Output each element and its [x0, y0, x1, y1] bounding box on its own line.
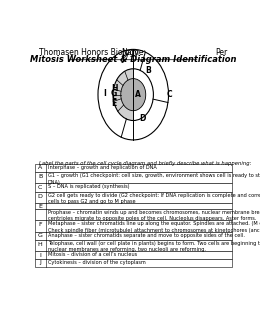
Bar — [35, 259, 232, 267]
Text: Thomasen Honors Biology: Thomasen Honors Biology — [38, 48, 138, 57]
Text: J: J — [39, 260, 41, 265]
Bar — [35, 203, 232, 209]
Text: Label the parts of the cell cycle diagram and briefly describe what is happening: Label the parts of the cell cycle diagra… — [38, 161, 251, 166]
Text: H: H — [38, 242, 43, 247]
Text: E: E — [38, 204, 42, 209]
Bar — [35, 172, 232, 183]
Text: Telophase, cell wall (or cell plate in plants) begins to form. Two cells are beg: Telophase, cell wall (or cell plate in p… — [48, 241, 260, 252]
Bar — [35, 192, 232, 203]
Text: G: G — [111, 89, 117, 98]
Bar — [35, 240, 232, 251]
Text: Metaphase – sister chromatids line up along the equator. Spindles are attached. : Metaphase – sister chromatids line up al… — [48, 221, 260, 233]
Text: G: G — [38, 233, 43, 238]
Text: C: C — [166, 90, 172, 99]
Text: B: B — [38, 174, 42, 179]
Text: S – DNA is replicated (synthesis): S – DNA is replicated (synthesis) — [48, 184, 129, 190]
Bar — [35, 220, 232, 232]
Wedge shape — [113, 69, 133, 121]
Text: D: D — [139, 114, 146, 123]
Text: H: H — [111, 84, 117, 93]
Text: Interphase – growth and replication of DNA: Interphase – growth and replication of D… — [48, 165, 156, 170]
Bar — [35, 209, 232, 220]
Text: Per: Per — [216, 48, 228, 57]
Text: I: I — [39, 253, 41, 258]
Text: E: E — [112, 99, 117, 109]
Text: Mitosis Worksheet & Diagram Identification: Mitosis Worksheet & Diagram Identificati… — [30, 55, 237, 64]
Bar — [35, 183, 232, 192]
Text: Mitosis – division of a cell’s nucleus: Mitosis – division of a cell’s nucleus — [48, 252, 137, 257]
Text: G2 cell gets ready to divide (G2 checkpoint: If DNA replication is complete and : G2 cell gets ready to divide (G2 checkpo… — [48, 193, 260, 204]
Text: J: J — [121, 54, 124, 64]
Text: F: F — [38, 222, 42, 227]
Text: Anaphase – sister chromatids separate and move to opposite sides of the cell.: Anaphase – sister chromatids separate an… — [48, 233, 245, 238]
Bar — [35, 232, 232, 240]
Bar — [35, 164, 232, 172]
Text: C: C — [38, 185, 42, 190]
Bar — [35, 251, 232, 259]
Circle shape — [121, 79, 146, 111]
Text: I: I — [103, 89, 107, 98]
Text: F: F — [112, 94, 117, 103]
Text: Name:: Name: — [121, 48, 146, 57]
Text: Prophase – chromatin winds up and becomes chromosomes, nuclear membrane breaks d: Prophase – chromatin winds up and become… — [48, 210, 260, 221]
Text: A: A — [135, 90, 141, 99]
Text: D: D — [38, 194, 43, 199]
Text: A: A — [38, 165, 42, 170]
Text: G1 – growth (G1 checkpoint: cell size, growth, environment shows cell is ready t: G1 – growth (G1 checkpoint: cell size, g… — [48, 173, 260, 184]
Text: B: B — [145, 66, 151, 75]
Text: Cytokinesis – division of the cytoplasm: Cytokinesis – division of the cytoplasm — [48, 260, 145, 265]
